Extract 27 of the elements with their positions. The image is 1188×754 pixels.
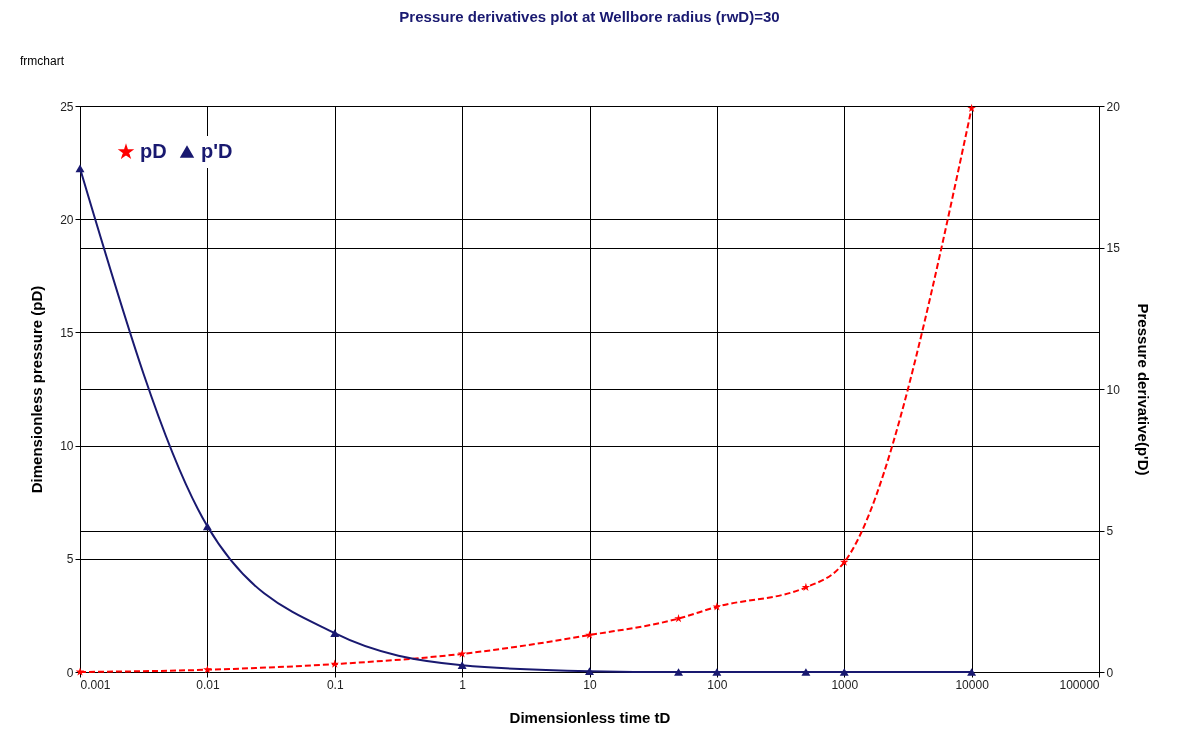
x-axis-title: Dimensionless time tD — [509, 708, 671, 726]
x-tick-label: 0.1 — [326, 677, 344, 692]
y2-axis-title: Pressure derivative(p'D) — [1134, 303, 1152, 476]
text: frmchart — [20, 54, 65, 68]
x-tick-label: 0.01 — [196, 677, 220, 692]
x-tick-label: 100 — [707, 677, 728, 692]
x-tick-label: 1000 — [831, 677, 859, 692]
y2-tick-label: 0 — [1106, 665, 1114, 680]
x-tick-label: 0.001 — [80, 677, 111, 692]
chart-title: Pressure derivatives plot at Wellbore radius (rwD)=30 — [399, 8, 780, 25]
y-tick-label: 5 — [66, 552, 74, 567]
y-tick-label: 15 — [60, 325, 74, 340]
y2-tick-label: 20 — [1106, 99, 1121, 114]
x-tick-label: 10000 — [955, 677, 990, 692]
x-tick-label: 10 — [583, 677, 597, 692]
y-tick-label: 25 — [60, 99, 74, 114]
y-tick-label: 10 — [60, 439, 74, 454]
legend-label: p'D — [201, 140, 233, 162]
y-tick-label: 0 — [66, 665, 74, 680]
y2-tick-label: 15 — [1106, 241, 1121, 255]
x-tick-label: 1 — [459, 677, 467, 692]
y-tick-label: 20 — [60, 212, 74, 227]
y2-tick-label: 10 — [1106, 382, 1121, 397]
y2-tick-label: 5 — [1106, 524, 1114, 538]
y-axis-title: Dimensionless pressure (pD) — [28, 285, 46, 494]
x-tick-label: 100000 — [1059, 677, 1100, 692]
legend-label: pD — [140, 140, 167, 162]
